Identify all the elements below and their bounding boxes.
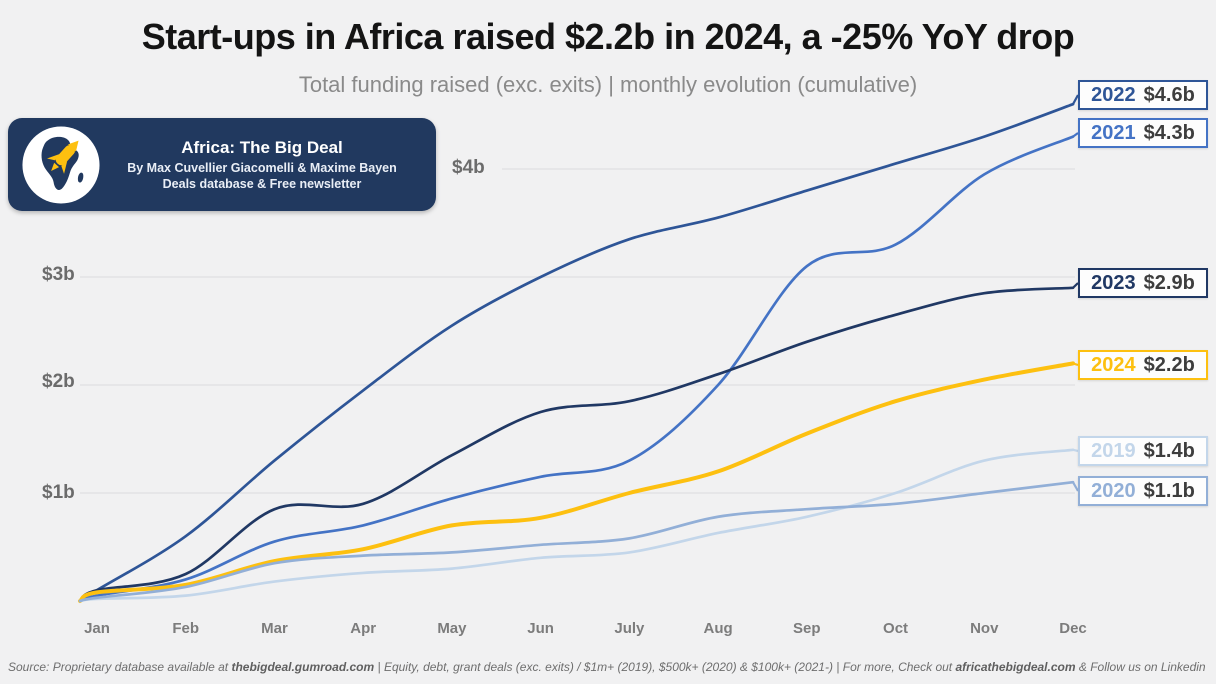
legend-2020: 2020 $1.1b [1078,476,1208,506]
series-line-2021 [78,135,1075,603]
legend-leader-2020 [1072,481,1079,492]
badge-byline: By Max Cuvellier Giacomelli & Maxime Bay… [127,161,397,175]
legend-2023: 2023 $2.9b [1078,268,1208,298]
x-axis-label-nov: Nov [970,620,999,637]
footer-link-gumroad: thebigdeal.gumroad.com [231,660,375,674]
series-line-2024 [78,361,1075,603]
series-line-2020 [78,480,1075,603]
x-axis-label-oct: Oct [883,620,909,637]
x-axis-label-july: July [614,620,645,637]
x-axis-label-jun: Jun [527,620,554,637]
legend-leader-2024 [1072,362,1079,367]
legend-leader-2021 [1072,132,1079,138]
y-axis-label-3b: $3b [42,264,75,285]
y-axis-label-4b: $4b [452,157,485,178]
series-line-2022 [78,102,1075,603]
legend-leader-2022 [1072,94,1079,105]
x-axis-label-aug: Aug [703,620,733,637]
badge-tagline: Deals database & Free newsletter [162,177,362,191]
footer-text: Source: Proprietary database available a… [8,660,232,674]
page-title: Start-ups in Africa raised $2.2b in 2024… [141,16,1075,57]
footer-text: | Equity, debt, grant deals (exc. exits)… [374,660,956,674]
chart-subtitle: Total funding raised (exc. exits) | mont… [298,72,918,97]
africa-big-deal-badge: Africa: The Big Deal By Max Cuvellier Gi… [8,118,436,211]
legend-year: 2019 [1091,439,1136,462]
legend-value: $1.1b [1143,479,1195,502]
source-footer: Source: Proprietary database available a… [8,660,1212,674]
y-axis-label-2b: $2b [42,371,75,392]
legend-leader-2023 [1072,282,1079,289]
legend-2022: 2022 $4.6b [1078,80,1208,110]
x-axis-label-dec: Dec [1059,620,1087,637]
legend-2024: 2024 $2.2b [1078,350,1208,380]
footer-link-site: africathebigdeal.com [955,660,1076,674]
legend-year: 2021 [1091,121,1136,144]
legend-value: $2.2b [1143,353,1195,376]
badge-title: Africa: The Big Deal [181,138,343,157]
legend-value: $1.4b [1143,439,1195,462]
legend-leader-2019 [1072,448,1079,453]
x-axis-label-jan: Jan [84,620,110,637]
x-axis-label-apr: Apr [350,620,377,637]
legend-year: 2023 [1091,271,1136,294]
x-axis-label-may: May [437,620,467,637]
footer-text: & Follow us on Linkedin [1075,660,1206,674]
africa-globe-rocket-icon [22,125,100,204]
x-axis-label-feb: Feb [172,620,200,637]
legend-value: $2.9b [1143,271,1195,294]
y-axis-label-1b: $1b [42,482,75,503]
legend-year: 2024 [1091,353,1136,376]
legend-value: $4.6b [1143,83,1195,106]
series-line-2023 [78,286,1075,603]
legend-year: 2022 [1091,83,1136,106]
legend-2021: 2021 $4.3b [1078,118,1208,148]
x-axis-label-mar: Mar [261,620,288,637]
legend-value: $4.3b [1143,121,1195,144]
legend-year: 2020 [1091,479,1136,502]
x-axis-label-sep: Sep [793,620,821,637]
series-line-2019 [78,448,1075,603]
legend-2019: 2019 $1.4b [1078,436,1208,466]
